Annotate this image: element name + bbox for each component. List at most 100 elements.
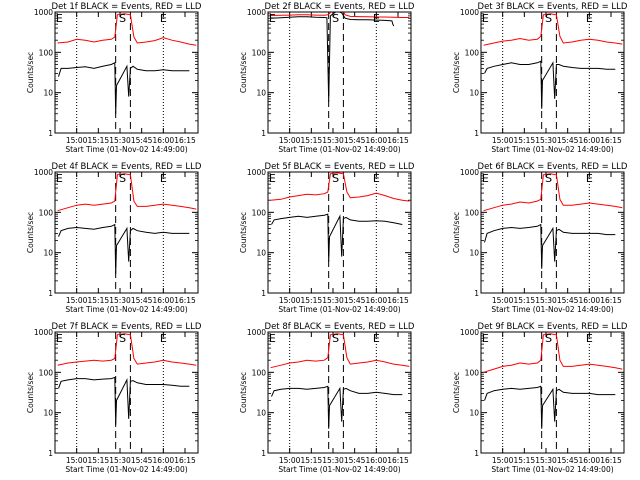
- series-group: [57, 173, 197, 274]
- y-tick-label: 100: [39, 368, 54, 377]
- plot-frame: [267, 331, 412, 454]
- marker-label: E: [373, 332, 380, 345]
- series-group: [57, 333, 197, 425]
- plot-frame: [267, 171, 412, 294]
- series-line-lld: [57, 13, 197, 46]
- y-tick-label: 10: [469, 409, 479, 418]
- x-axis-label: Start Time (01-Nov-02 14:49:00): [278, 465, 400, 474]
- y-axis-label: Counts/sec: [239, 372, 248, 413]
- series-line-lld: [270, 333, 410, 369]
- y-axis-label: Counts/sec: [26, 52, 35, 93]
- x-tick-label: 15:15: [88, 296, 110, 305]
- x-axis-label: Start Time (01-Nov-02 14:49:00): [65, 465, 187, 474]
- x-tick-label: 15:15: [301, 296, 323, 305]
- y-tick-label: 100: [39, 208, 54, 217]
- y-tick-label: 1000: [460, 8, 479, 17]
- y-tick-label: 100: [465, 368, 480, 377]
- x-axis-label: Start Time (01-Nov-02 14:49:00): [278, 305, 400, 314]
- x-tick-label: 15:00: [66, 136, 88, 145]
- y-tick-label: 100: [39, 48, 54, 57]
- marker-label: E: [160, 12, 167, 25]
- y-tick-label: 10: [43, 249, 53, 258]
- x-tick-label: 16:00: [366, 456, 388, 465]
- marker-label: S: [332, 172, 339, 185]
- marker-label: S: [545, 12, 552, 25]
- x-tick-label: 16:15: [600, 136, 622, 145]
- marker-label: E: [482, 12, 489, 25]
- y-tick-label: 1: [474, 129, 479, 138]
- x-axis-label: Start Time (01-Nov-02 14:49:00): [491, 145, 613, 154]
- y-tick-label: 1000: [247, 328, 266, 337]
- y-axis-label: Counts/sec: [239, 52, 248, 93]
- x-tick-label: 16:00: [153, 296, 175, 305]
- y-tick-label: 10: [469, 89, 479, 98]
- x-tick-label: 15:45: [131, 296, 153, 305]
- x-tick-label: 16:15: [387, 136, 409, 145]
- plot-frame: [54, 331, 199, 454]
- marker-label: E: [56, 172, 63, 185]
- marker-label: S: [119, 332, 126, 345]
- y-axis-label: Counts/sec: [452, 372, 461, 413]
- series-group: [483, 173, 623, 269]
- y-tick-label: 1: [48, 289, 53, 298]
- x-tick-label: 15:45: [557, 136, 579, 145]
- y-tick-label: 1: [261, 289, 266, 298]
- x-tick-label: 16:15: [600, 456, 622, 465]
- series-line-lld: [483, 173, 623, 212]
- y-tick-label: 1000: [460, 328, 479, 337]
- panel-5: Det 5f BLACK = Events, RED = LLD 1 10 100 10…: [239, 162, 415, 314]
- marker-label: E: [373, 172, 380, 185]
- panel-title: Det 4f BLACK = Events, RED = LLD: [52, 162, 202, 172]
- series-line-lld: [483, 333, 623, 373]
- y-tick-label: 1000: [34, 328, 53, 337]
- marker-label: E: [586, 12, 593, 25]
- y-axis-label: Counts/sec: [239, 212, 248, 253]
- marker-label: E: [160, 172, 167, 185]
- series-line-events: [58, 223, 190, 274]
- panel-7: Det 7f BLACK = Events, RED = LLD 1 10 100 10…: [26, 322, 202, 474]
- series-group: [270, 12, 410, 102]
- panel-title: Det 3f BLACK = Events, RED = LLD: [478, 2, 628, 12]
- x-tick-label: 15:15: [88, 136, 110, 145]
- x-tick-label: 16:00: [153, 136, 175, 145]
- x-tick-label: 15:30: [535, 456, 557, 465]
- marker-label: S: [332, 12, 339, 25]
- plot-frame: [54, 11, 199, 134]
- panel-title: Det 6f BLACK = Events, RED = LLD: [478, 162, 628, 172]
- series-line-lld: [270, 172, 410, 202]
- plot-frame: [54, 171, 199, 294]
- plot-frame: [480, 11, 625, 134]
- y-axis-label: Counts/sec: [26, 212, 35, 253]
- series-line-events: [484, 385, 616, 429]
- panel-3: Det 3f BLACK = Events, RED = LLD 1 10 100 10…: [452, 2, 628, 154]
- y-tick-label: 1: [474, 289, 479, 298]
- x-tick-label: 16:15: [174, 136, 196, 145]
- x-axis-label: Start Time (01-Nov-02 14:49:00): [65, 145, 187, 154]
- y-tick-label: 1000: [460, 168, 479, 177]
- panel-title: Det 9f BLACK = Events, RED = LLD: [478, 322, 628, 332]
- x-tick-label: 15:45: [557, 456, 579, 465]
- y-tick-label: 1000: [34, 8, 53, 17]
- series-group: [483, 333, 623, 429]
- panel-2: Det 2f BLACK = Events, RED = LLD 1 10 100 10…: [239, 2, 415, 154]
- marker-label: E: [269, 172, 276, 185]
- x-tick-label: 15:15: [301, 136, 323, 145]
- marker-label: E: [586, 332, 593, 345]
- x-tick-label: 15:45: [131, 456, 153, 465]
- x-tick-label: 15:00: [492, 296, 514, 305]
- x-tick-label: 15:15: [514, 456, 536, 465]
- x-tick-label: 16:15: [600, 296, 622, 305]
- plot-frame: [480, 331, 625, 454]
- marker-label: E: [586, 172, 593, 185]
- marker-label: S: [332, 332, 339, 345]
- series-group: [483, 13, 623, 109]
- y-tick-label: 1: [48, 129, 53, 138]
- x-tick-label: 16:00: [153, 456, 175, 465]
- x-tick-label: 15:30: [322, 456, 344, 465]
- series-line-events: [271, 385, 403, 429]
- series-line-events: [484, 60, 616, 109]
- y-tick-label: 10: [256, 249, 266, 258]
- series-group: [57, 13, 197, 114]
- y-axis-label: Counts/sec: [26, 372, 35, 413]
